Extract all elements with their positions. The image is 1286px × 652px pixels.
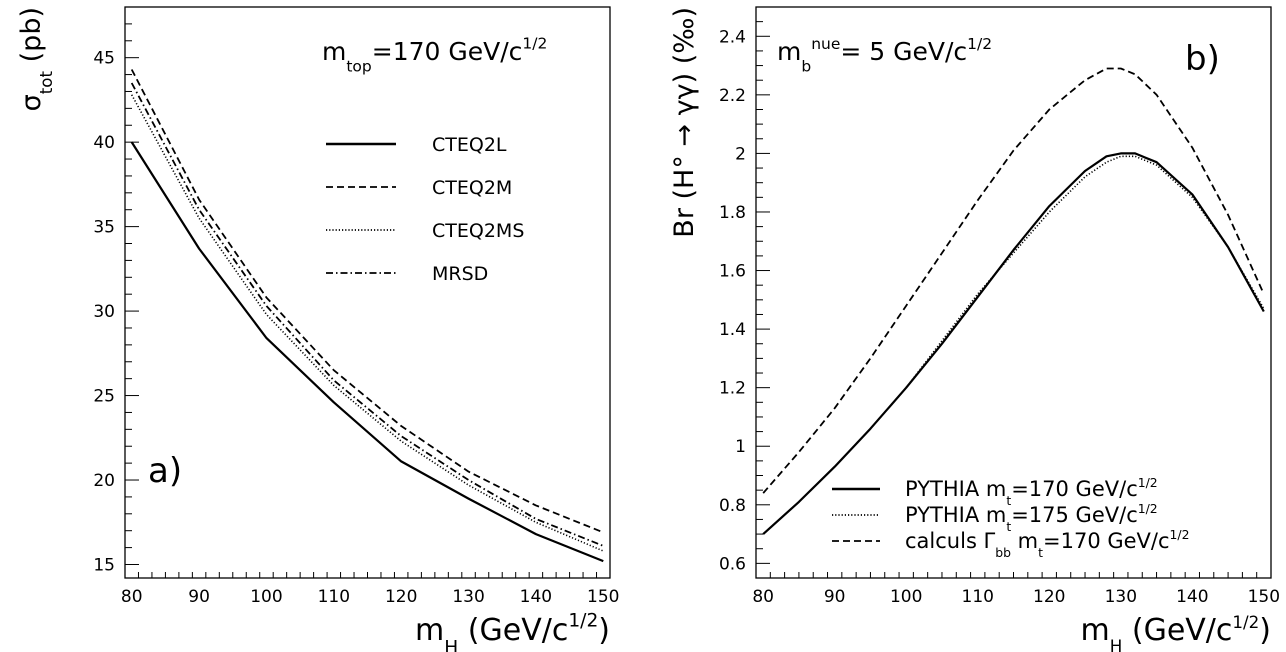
y-tick-label: 45	[93, 49, 115, 69]
legend-label: PYTHIA mt=175 GeV/c1/2	[905, 501, 1158, 534]
x-tick-label: 120	[1033, 587, 1065, 607]
series-line-cteq2l	[130, 141, 604, 563]
series-line-mrsd	[130, 82, 604, 547]
y-tick-label: 2.2	[719, 86, 746, 106]
x-tick-label: 110	[318, 587, 350, 607]
plot-frame	[124, 6, 611, 579]
x-tick-label: 100	[250, 587, 282, 607]
y-tick-label: 40	[93, 133, 115, 153]
y-tick-label: 1.8	[719, 203, 746, 223]
y-tick-label: 20	[93, 471, 115, 491]
y-axis-label: σtot (pb)	[16, 7, 56, 111]
y-tick-label: 25	[93, 387, 115, 407]
y-tick-label: 0.6	[719, 554, 746, 574]
y-tick-label: 2.4	[719, 27, 746, 47]
y-axis-label: Br (H° → γγ) (‰)	[669, 7, 700, 238]
x-tick-label: 90	[188, 587, 210, 607]
panel-a: 80 90 100 110 120 130 140 150 15 20 25 30 35 40 45 CTEQ…	[16, 6, 619, 652]
x-tick-label: 150	[587, 587, 619, 607]
x-tick-label: 120	[385, 587, 417, 607]
x-tick-label: 90	[824, 587, 846, 607]
series-line-calculs	[762, 67, 1265, 494]
x-axis-label: mH (GeV/c1/2)	[1081, 612, 1271, 652]
x-tick-label: 150	[1248, 587, 1280, 607]
panel-tag: a)	[148, 451, 182, 491]
y-tick-label: 30	[93, 302, 115, 322]
x-tick-label: 80	[752, 587, 774, 607]
x-tick-label: 140	[520, 587, 552, 607]
legend-label: CTEQ2MS	[432, 220, 524, 242]
legend-label: PYTHIA mt=170 GeV/c1/2	[905, 475, 1158, 508]
y-tick-label: 35	[93, 218, 115, 238]
x-tick-label: 140	[1176, 587, 1208, 607]
panel-tag: b)	[1185, 39, 1220, 79]
x-tick-label: 110	[962, 587, 994, 607]
y-tick-label: 1.6	[719, 262, 746, 282]
legend-label: CTEQ2M	[432, 177, 512, 199]
x-tick-label: 80	[121, 587, 143, 607]
y-tick-label: 2	[735, 144, 746, 164]
legend-label: MRSD	[432, 263, 488, 285]
series-line-cteq2ms	[130, 94, 604, 552]
x-axis-label: mH (GeV/c1/2)	[415, 611, 610, 652]
legend-label: CTEQ2L	[432, 134, 507, 156]
x-tick-label: 130	[1105, 587, 1137, 607]
y-tick-label: 1	[735, 437, 746, 457]
y-tick-label: 0.8	[719, 496, 746, 516]
y-tick-label: 15	[93, 555, 115, 575]
y-tick-label: 1.4	[719, 320, 746, 340]
x-tick-label: 130	[452, 587, 484, 607]
panel-b: 80 90 100 110 120 130 140 150 0.6 0.8 1 1.2 1.4 1.6 1.…	[669, 6, 1280, 652]
legend-label: calculs Γbb mt=170 GeV/c1/2	[905, 527, 1190, 560]
series-line-cteq2m	[130, 69, 604, 534]
x-tick-label: 100	[890, 587, 922, 607]
y-tick-label: 1.2	[719, 379, 746, 399]
annotation-text: mbnue= 5 GeV/c1/2	[777, 35, 992, 76]
annotation-text: mtop=170 GeV/c1/2	[322, 35, 547, 76]
series-line-pythia	[762, 152, 1265, 535]
series-line-pythia	[762, 155, 1265, 535]
